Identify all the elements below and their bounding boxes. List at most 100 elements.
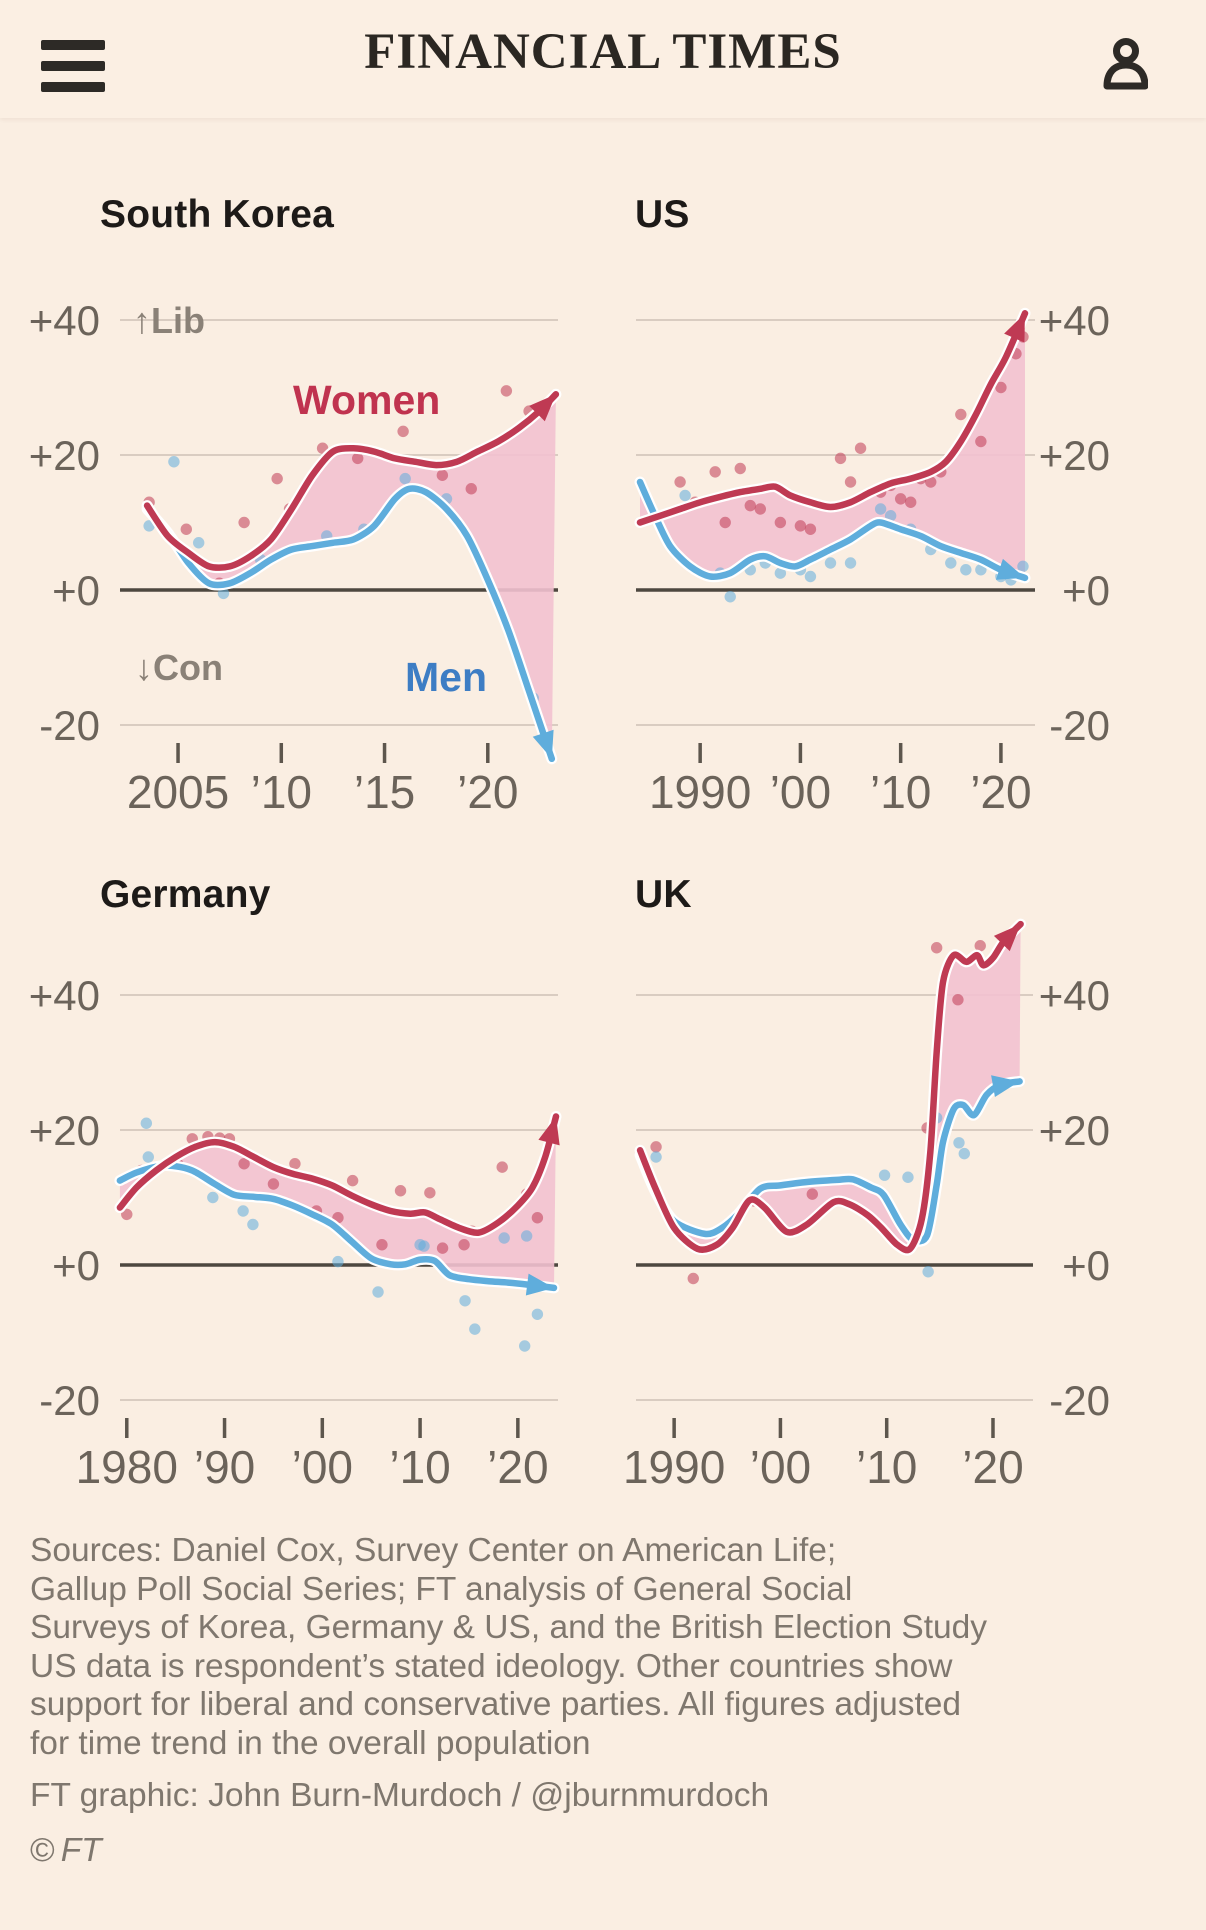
men-data-dot	[774, 567, 787, 579]
chart-us: US +40 +20 +0 -20 1990 ’00 ’10 ’20	[603, 150, 1206, 820]
chart-title: US	[635, 193, 690, 236]
women-data-dot	[424, 1187, 436, 1199]
women-trend-arrow	[529, 394, 556, 422]
men-data-dot	[884, 510, 897, 522]
men-data-dot	[140, 1117, 153, 1129]
y-axis-label: +20	[1039, 1107, 1110, 1154]
women-data-dot	[496, 1161, 508, 1173]
women-data-dot	[930, 942, 943, 954]
copyright-symbol: ©	[30, 1831, 55, 1869]
x-tick-label: ’00	[292, 1441, 353, 1493]
x-tick-label: ’90	[194, 1441, 255, 1493]
women-data-dot	[351, 452, 364, 465]
men-data-dot	[531, 1308, 544, 1320]
men-data-dot	[459, 1295, 471, 1307]
y-axis-label: +0	[52, 1242, 100, 1289]
chart-title: UK	[635, 873, 692, 916]
y-axis-label: +0	[1062, 567, 1110, 614]
women-data-dot	[289, 1158, 301, 1170]
y-axis-label: +20	[29, 1107, 100, 1154]
men-data-dot	[878, 1169, 891, 1181]
men-data-dot	[217, 587, 230, 600]
men-series-label: Men	[405, 654, 487, 700]
women-data-dot	[734, 462, 746, 475]
x-tick-label: ’15	[354, 766, 415, 818]
women-data-dot	[376, 1239, 388, 1251]
men-line	[116, 1162, 558, 1292]
masthead-title: FINANCIAL TIMES	[364, 24, 842, 80]
account-icon[interactable]	[1102, 38, 1149, 97]
women-line	[636, 920, 1024, 1254]
women-data-dot	[995, 381, 1007, 394]
men-data-dot	[874, 503, 887, 515]
x-tick-label: ’00	[750, 1441, 811, 1493]
women-data-dot	[955, 408, 967, 421]
men-data-dot	[372, 1286, 384, 1298]
women-trend-arrow	[993, 924, 1021, 952]
men-data-dot	[922, 1266, 934, 1278]
men-trend-arrow	[991, 1075, 1020, 1097]
liberal-direction-annotation: ↑Lib	[133, 300, 205, 341]
women-data-dot	[346, 1174, 359, 1187]
y-axis-label: +40	[1039, 297, 1110, 344]
chart-germany: Germany +40 +20 +0 -20 1980 ’90 ’00 ’10 ’20	[0, 830, 603, 1500]
women-data-dot	[397, 425, 409, 438]
women-data-dot	[238, 1158, 250, 1170]
men-data-dot	[520, 1230, 533, 1242]
source-line: Surveys of Korea, Germany & US, and the …	[30, 1609, 988, 1646]
source-line: Sources: Daniel Cox, Survey Center on Am…	[30, 1532, 837, 1569]
women-data-dot	[394, 1185, 407, 1197]
women-trend-arrow	[538, 1116, 560, 1146]
men-data-dot	[824, 557, 837, 569]
y-axis-label: -20	[39, 702, 100, 749]
women-data-dot	[458, 1239, 470, 1251]
women-data-dot	[271, 472, 283, 485]
y-axis-label: -20	[1049, 1377, 1110, 1424]
men-data-dot	[192, 537, 205, 549]
chart-title: South Korea	[100, 193, 335, 236]
women-series-label: Women	[293, 377, 441, 423]
x-tick-label: 2005	[127, 766, 229, 818]
men-data-dot	[958, 1147, 970, 1160]
gender-gap-area	[147, 394, 556, 759]
women-data-dot	[436, 1242, 449, 1254]
x-tick-label: 1990	[649, 766, 751, 818]
men-data-dot	[960, 564, 972, 576]
gender-gap-area	[640, 313, 1025, 578]
women-line	[143, 391, 560, 571]
men-data-dot	[650, 1151, 662, 1163]
source-note: Sources: Daniel Cox, Survey Center on Am…	[30, 1532, 1182, 1870]
men-data-dot	[399, 472, 411, 485]
men-data-dot	[518, 1340, 531, 1352]
x-tick-label: 1990	[623, 1441, 725, 1493]
women-line	[116, 1113, 560, 1236]
men-data-dot	[469, 1323, 481, 1335]
source-line: for time trend in the overall population	[30, 1724, 591, 1762]
women-data-dot	[974, 940, 986, 952]
women-data-dot	[465, 483, 477, 495]
x-tick-label: ’10	[870, 766, 931, 818]
women-data-dot	[806, 1188, 819, 1200]
y-axis-label: +40	[29, 297, 100, 344]
menu-icon[interactable]	[41, 40, 105, 92]
men-line	[636, 1078, 1023, 1245]
germany-plot: +40 +20 +0 -20 1980 ’90 ’00 ’10 ’20	[29, 972, 562, 1493]
y-axis-label: +0	[52, 567, 100, 614]
men-data-dot	[953, 1137, 965, 1149]
x-tick-label: 1980	[76, 1441, 178, 1493]
x-tick-label: ’10	[856, 1441, 917, 1493]
y-axis-label: -20	[39, 1377, 100, 1424]
ft-brand: FT	[60, 1831, 102, 1869]
women-data-dot	[894, 493, 907, 505]
women-trend-arrow	[1004, 313, 1025, 343]
men-data-dot	[237, 1205, 249, 1217]
men-trend-arrow	[525, 1273, 554, 1296]
women-data-dot	[844, 476, 857, 488]
chart-title: Germany	[100, 873, 271, 916]
men-data-dot	[332, 1255, 344, 1268]
source-line: US data is respondent’s stated ideology.…	[30, 1647, 953, 1685]
women-data-dot	[687, 1272, 699, 1285]
women-data-dot	[267, 1178, 280, 1190]
x-tick-label: ’10	[389, 1441, 450, 1493]
men-data-dot	[679, 489, 691, 502]
